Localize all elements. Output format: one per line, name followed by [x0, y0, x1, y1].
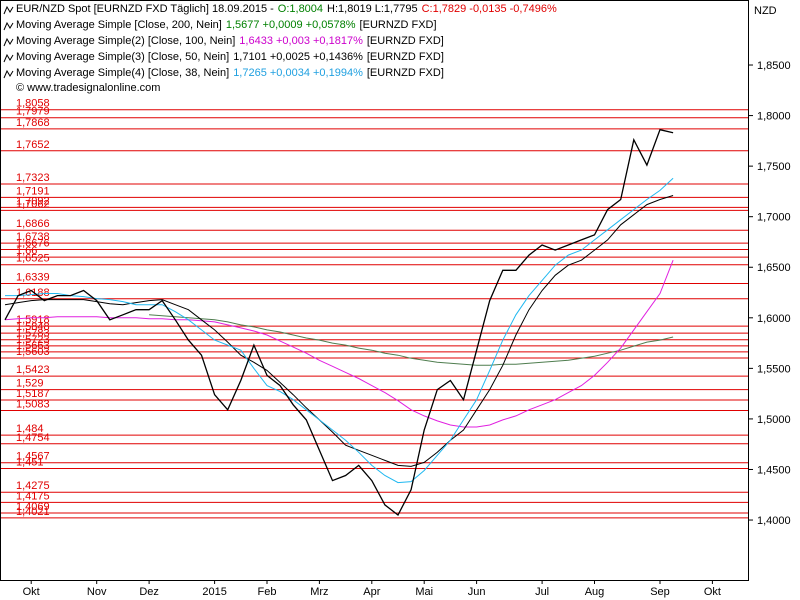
level-label: 1,484 — [16, 423, 44, 435]
x-tick-label: Mai — [415, 586, 433, 598]
series-line — [4, 195, 674, 467]
level-label: 1,6339 — [16, 272, 50, 284]
y-tick-label: 1,7000 — [757, 212, 791, 224]
legend-stats: 1,7101 +0,0025 +0,1436% — [233, 51, 363, 63]
level-label: 1,5918 — [16, 314, 50, 326]
series-line — [5, 177, 674, 484]
y-tick-label: 1,8000 — [757, 111, 791, 123]
level-label: 1,6866 — [16, 218, 50, 230]
legend-name: Moving Average Simple [Close, 200, Nein] — [16, 19, 222, 31]
legend-icon — [3, 5, 14, 15]
y-tick-label: 1,6000 — [757, 313, 791, 325]
y-tick-label: 1,6500 — [757, 262, 791, 274]
x-tick-label: Sep — [650, 586, 670, 598]
level-label: 1,5723 — [16, 334, 50, 346]
x-tick-label: Apr — [363, 586, 380, 598]
level-label: 1,529 — [16, 378, 44, 390]
y-tick-label: 1,4500 — [757, 464, 791, 476]
legend-source: [EURNZD FXD] — [367, 51, 444, 63]
level-label: 1,7191 — [16, 185, 50, 197]
legend-icon — [3, 53, 14, 63]
legend-header: EUR/NZD Spot [EURNZD FXD Täglich] 18.09.… — [16, 3, 557, 15]
legend-entry: Moving Average Simple(2) [Close, 100, Ne… — [16, 35, 444, 47]
level-label: 1,4754 — [16, 432, 50, 444]
y-tick-label: 1,4000 — [757, 515, 791, 527]
x-tick-label: Okt — [23, 586, 40, 598]
plot-frame — [0, 0, 749, 581]
level-label: 1,6738 — [16, 231, 50, 243]
x-tick-label: Aug — [585, 586, 605, 598]
y-tick-label: 1,8500 — [757, 60, 791, 72]
header-segment: O:1,8004 — [278, 3, 323, 15]
y-tick-label: 1,5500 — [757, 363, 791, 375]
level-label: 1,451 — [16, 456, 44, 468]
legend-name: Moving Average Simple(3) [Close, 50, Nei… — [16, 51, 229, 63]
level-label: 1,8058 — [16, 98, 50, 110]
x-tick-label: Jun — [468, 586, 486, 598]
legend-source: [EURNZD FXD] — [367, 35, 444, 47]
header-segment: C:1,7829 -0,0135 -0,7496% — [422, 3, 557, 15]
level-label: 1,6188 — [16, 287, 50, 299]
y-tick-label: 1,7500 — [757, 161, 791, 173]
legend-icon — [3, 69, 14, 79]
x-tick-label: Nov — [87, 586, 107, 598]
level-label: 1,6525 — [16, 253, 50, 265]
level-label: 1,5848 — [16, 321, 50, 333]
x-tick-label: Feb — [258, 586, 277, 598]
legend-icon — [3, 21, 14, 31]
level-label: 1,5423 — [16, 364, 50, 376]
legend-stats: 1,6433 +0,003 +0,1817% — [239, 35, 363, 47]
watermark: © www.tradesignalonline.com — [16, 82, 160, 94]
level-label: 1,4275 — [16, 480, 50, 492]
lines — [4, 128, 674, 516]
level-label: 1,5603 — [16, 346, 50, 358]
level-label: 1,66 — [16, 245, 37, 257]
x-tick-label: Jul — [535, 586, 549, 598]
x-tick-label: Mrz — [310, 586, 328, 598]
y-tick-label: 1,5000 — [757, 414, 791, 426]
level-label: 1,5187 — [16, 388, 50, 400]
level-label: 1,7323 — [16, 172, 50, 184]
legend: EUR/NZD Spot [EURNZD FXD Täglich] 18.09.… — [3, 3, 557, 79]
legend-source: [EURNZD FXD] — [367, 67, 444, 79]
header-segment: H:1,8019 L:1,7795 — [327, 3, 418, 15]
level-label: 1,4069 — [16, 501, 50, 513]
legend-stats: 1,7265 +0,0034 +0,1994% — [233, 67, 363, 79]
y-axis-label: NZD — [754, 5, 777, 17]
level-label: 1,5083 — [16, 399, 50, 411]
x-tick-label: Okt — [704, 586, 721, 598]
level-label: 1,7979 — [16, 106, 50, 118]
level-label: 1,4021 — [16, 506, 50, 518]
x-tick-label: 2015 — [202, 586, 226, 598]
level-label: 1,7868 — [16, 117, 50, 129]
legend-icon — [3, 37, 14, 47]
legend-stats: 1,5677 +0,0009 +0,0578% — [226, 19, 356, 31]
legend-entry: Moving Average Simple [Close, 200, Nein]… — [16, 19, 437, 31]
header-segment: EUR/NZD Spot [EURNZD FXD Täglich] 18.09.… — [16, 3, 274, 15]
x-tick-label: Dez — [139, 586, 159, 598]
level-label: 1,7652 — [16, 139, 50, 151]
level-label: 1,4567 — [16, 451, 50, 463]
legend-source: [EURNZD FXD] — [360, 19, 437, 31]
level-label: 1,7062 — [16, 198, 50, 210]
legend-name: Moving Average Simple(4) [Close, 38, Nei… — [16, 67, 229, 79]
series-line — [149, 314, 674, 366]
level-label: 1,7092 — [16, 195, 50, 207]
legend-name: Moving Average Simple(2) [Close, 100, Ne… — [16, 35, 235, 47]
legend-entry: Moving Average Simple(3) [Close, 50, Nei… — [16, 51, 444, 63]
level-label: 1,5663 — [16, 340, 50, 352]
level-label: 1,4175 — [16, 490, 50, 502]
level-label: 1,5783 — [16, 328, 50, 340]
level-label: 1,6676 — [16, 237, 50, 249]
legend-entry: Moving Average Simple(4) [Close, 38, Nei… — [16, 67, 444, 79]
series-line — [4, 128, 674, 516]
